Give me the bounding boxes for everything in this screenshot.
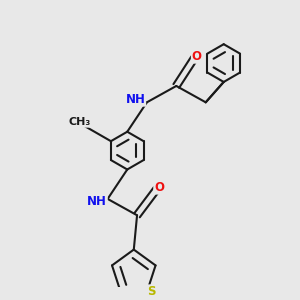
Text: CH₃: CH₃: [68, 117, 91, 127]
Text: NH: NH: [126, 93, 146, 106]
Text: O: O: [154, 181, 164, 194]
Text: S: S: [148, 285, 156, 298]
Text: NH: NH: [87, 195, 107, 208]
Text: O: O: [192, 50, 202, 63]
